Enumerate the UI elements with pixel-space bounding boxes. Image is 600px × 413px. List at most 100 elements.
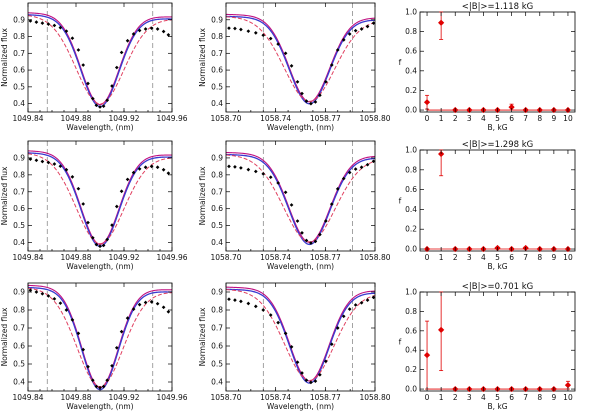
x-tick-label: 1058.77 (310, 253, 341, 262)
x-tick-label: 10 (563, 114, 573, 123)
observed-point (289, 64, 294, 68)
y-tick-label: 1.0 (405, 8, 417, 17)
x-tick-label: 0 (425, 253, 430, 262)
observed-point (98, 385, 102, 390)
x-tick-label: 1058.80 (359, 393, 390, 402)
y-tick-label: 0.9 (211, 15, 223, 24)
observed-point (318, 372, 322, 377)
x-tick-label: 10 (563, 253, 573, 262)
y-tick-label: 0.4 (405, 205, 417, 214)
x-tick-label: 1058.74 (260, 114, 291, 123)
y-tick-label: 0.7 (211, 324, 223, 333)
x-tick-label: 7 (523, 393, 528, 402)
x-tick-label: 1058.70 (210, 114, 241, 123)
observed-point (34, 20, 39, 24)
observed-point (295, 79, 300, 84)
observed-point (371, 21, 376, 25)
observed-point (227, 26, 231, 30)
y-tick-label: 0.5 (211, 82, 223, 91)
x-tick-label: 6 (509, 393, 514, 402)
observed-point (329, 63, 334, 67)
y-tick-label: 0.8 (13, 306, 25, 315)
y-axis-label: f (399, 197, 402, 206)
y-tick-label: 0.8 (13, 170, 25, 179)
y-tick-label: 0.0 (405, 106, 417, 115)
observed-point (341, 176, 346, 181)
x-tick-label: 1049.92 (108, 393, 139, 402)
x-tick-label: 1 (439, 393, 444, 402)
observed-point (137, 167, 142, 171)
observed-point (101, 104, 106, 108)
observed-point (353, 303, 358, 307)
observed-point (52, 162, 57, 166)
y-tick-label: 0.0 (405, 385, 417, 394)
x-tick-label: 7 (523, 114, 528, 123)
observed-point (261, 308, 266, 312)
observed-point (313, 100, 318, 104)
observed-point (309, 380, 313, 385)
observed-point (253, 304, 258, 309)
observed-point (46, 22, 51, 26)
observed-point (101, 243, 106, 248)
observed-point (233, 298, 237, 302)
panel-r3c2: 1058.70 1058.74 1058.77 1058.80 0.4 0.5 0.6 0.7… (198, 282, 391, 411)
x-tick-label: 5 (495, 114, 500, 123)
x-tick-label: 1058.77 (310, 393, 341, 402)
observed-point (149, 300, 154, 304)
y-tick-label: 0.7 (13, 324, 25, 333)
observed-point (161, 29, 166, 34)
observed-point (137, 302, 142, 307)
observed-point (90, 235, 95, 240)
y-axis-label: Normalized flux (0, 166, 9, 225)
y-axis-label: f (399, 338, 402, 347)
x-axis-label: Wavelength, (nm) (66, 123, 133, 132)
observed-point (86, 220, 90, 225)
observed-point (149, 164, 154, 169)
observed-point (40, 291, 45, 296)
observed-point (309, 101, 313, 106)
observed-point (246, 167, 251, 172)
observed-point (166, 309, 171, 314)
x-axis-label: B, kG (487, 402, 507, 411)
y-tick-label: 0.8 (405, 165, 417, 174)
panel-r2c3: 0 1 2 3 4 5 6 7 8 9 10 0.0 0.2 0.4 0.6 0.8 1.0 <|B|>=1.29… (399, 140, 576, 271)
fraction-point (423, 351, 431, 359)
y-tick-label: 0.9 (13, 15, 25, 24)
x-tick-label: 3 (467, 114, 472, 123)
panel-r2c2: 1058.70 1058.74 1058.77 1058.80 0.4 0.5 0.6 0.7… (198, 140, 391, 271)
observed-point (253, 31, 258, 35)
observed-point (313, 239, 318, 244)
panel-r3c3: 0 1 2 3 4 5 6 7 8 9 10 0.0 0.2 0.4 0.6 0.8 1.0 <|B|>=0.70… (399, 282, 576, 411)
y-axis-label: Normalized flux (0, 28, 9, 87)
observed-point (335, 187, 340, 191)
observed-point (239, 166, 243, 170)
plot-frame (419, 149, 576, 252)
x-tick-label: 9 (551, 253, 556, 262)
observed-point (268, 36, 273, 41)
y-tick-label: 0.6 (13, 66, 25, 75)
observed-point (347, 32, 352, 36)
y-tick-label: 0.5 (13, 360, 25, 369)
y-tick-label: 0.6 (211, 342, 223, 351)
y-tick-label: 0.7 (211, 187, 223, 196)
observed-point (76, 186, 81, 191)
y-tick-label: 0.6 (13, 342, 25, 351)
observed-point (52, 23, 57, 28)
panel-title: <|B|>=0.701 kG (462, 282, 533, 292)
x-tick-label: 8 (537, 253, 542, 262)
y-tick-label: 0.0 (405, 245, 417, 254)
observed-point (105, 378, 110, 383)
model-curve-blue (27, 286, 173, 391)
x-tick-label: 10 (563, 393, 573, 402)
x-tick-label: 6 (509, 114, 514, 123)
model-curve-dashed (225, 289, 376, 381)
x-tick-label: 1 (439, 114, 444, 123)
observed-point (34, 290, 39, 294)
y-tick-label: 0.7 (211, 49, 223, 58)
x-tick-label: 9 (551, 393, 556, 402)
y-tick-label: 0.6 (405, 185, 417, 194)
x-tick-label: 5 (495, 253, 500, 262)
y-tick-label: 0.8 (13, 32, 25, 41)
panel-title: <|B|>=1.118 kG (462, 2, 533, 12)
observed-point (143, 27, 148, 31)
